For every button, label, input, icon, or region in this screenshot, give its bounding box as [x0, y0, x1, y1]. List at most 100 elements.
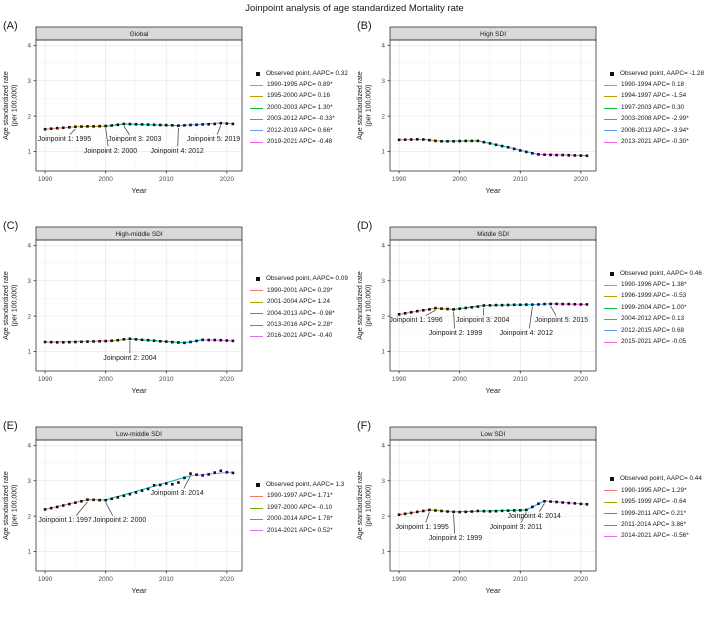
strip-title: Low-middle SDI: [116, 431, 162, 438]
strip-title: Global: [130, 31, 149, 38]
joinpoint-annotation: Joinpoint 2: 2000: [93, 517, 146, 524]
y-tick-label: 3: [27, 278, 31, 285]
y-axis-title-line2: (per 100,000): [12, 284, 19, 326]
data-point: [488, 510, 492, 513]
data-point: [573, 154, 577, 157]
data-point: [68, 340, 71, 344]
data-point: [146, 123, 150, 126]
x-axis-title: Year: [485, 186, 501, 195]
y-tick-label: 1: [381, 349, 385, 356]
legend-item-segment: 2003-2012 APC= -0.33*: [250, 115, 354, 122]
panel-middle-sdi: (D) Middle SDI 1990 2000 2010 2020 1 2 3 4 Year Ag…: [354, 219, 709, 419]
legend-item-observed: Observed point, AAPC= 1.3: [250, 481, 354, 488]
legend-item-segment: 1990-1995 APC= 1.29*: [604, 487, 709, 494]
data-point: [177, 341, 180, 344]
data-point: [428, 508, 431, 512]
legend-middle-sdi: Observed point, AAPC= 0.46 1990-1996 APC=…: [602, 219, 709, 397]
segment-line-swatch-icon: [250, 518, 263, 520]
data-point: [128, 122, 132, 126]
annotation-leader-line: [482, 307, 485, 316]
data-point: [213, 122, 217, 126]
legend-item-segment: 2004-2013 APC= -0.98*: [250, 310, 354, 317]
joinpoint-annotation: Joinpoint 3: 2011: [490, 524, 543, 531]
data-point: [61, 504, 65, 507]
data-point: [434, 139, 437, 143]
data-point: [183, 476, 186, 480]
legend-item-segment: 2013-2016 APC= 2.28*: [250, 321, 354, 328]
data-point: [561, 153, 564, 157]
data-point: [549, 302, 552, 306]
trend-segment: [525, 500, 546, 511]
data-point: [74, 340, 77, 344]
data-point: [518, 149, 522, 152]
legend-item-segment: 2000-2003 APC= 1.30*: [250, 104, 354, 111]
legend-item-segment: 2001-2004 APC= 1.24: [250, 298, 354, 305]
legend-high-sdi: Observed point, AAPC= -1.28 1990-1994 APC…: [602, 19, 709, 197]
data-point: [92, 498, 95, 502]
data-point: [512, 509, 516, 512]
chart-high-middle-sdi: High-middle SDI 1990 2000 2010 2020 1 2 3 4 Year A…: [3, 226, 243, 395]
x-tick-label: 2000: [98, 376, 113, 383]
segment-line-swatch-icon: [604, 318, 617, 320]
plot-background: [390, 40, 596, 171]
legend-item-observed: Observed point, AAPC= 0.32: [250, 70, 354, 77]
data-point: [525, 150, 528, 154]
data-point: [116, 338, 120, 342]
data-point: [49, 127, 53, 130]
data-point: [61, 341, 65, 344]
data-point: [422, 138, 425, 141]
data-point: [585, 502, 589, 506]
segment-line-swatch-icon: [250, 507, 263, 509]
data-point: [43, 340, 47, 344]
legend-segment-label: 1999-2011 APC= 0.21*: [621, 509, 687, 517]
annotation-leader-line: [520, 511, 527, 523]
legend-item-segment: 1999-2004 APC= 1.00*: [604, 304, 709, 311]
legend-segment-label: 2014-2021 APC= 0.52*: [267, 526, 333, 534]
data-point: [225, 122, 229, 125]
y-tick-label: 1: [27, 549, 31, 556]
data-point: [555, 153, 558, 157]
data-point: [440, 139, 443, 143]
data-point: [140, 338, 144, 342]
segment-line-swatch-icon: [604, 490, 617, 492]
data-point: [415, 309, 419, 313]
y-axis-title-line1: Age standardized rate: [357, 71, 364, 140]
data-point: [68, 125, 71, 129]
legend-item-segment: 2014-2021 APC= -0.56*: [604, 532, 709, 540]
legend-high-middle-sdi: Observed point, AAPC= 0.09 1990-2001 APC=…: [248, 219, 354, 397]
figure-title: Joinpoint analysis of age standardized M…: [245, 3, 464, 14]
segment-line-swatch-icon: [604, 284, 617, 286]
legend-item-segment: 2011-2014 APC= 3.86*: [604, 521, 709, 528]
data-point: [49, 340, 53, 344]
data-point: [573, 302, 577, 306]
segment-line-swatch-icon: [604, 513, 617, 515]
strip-title: Low SDI: [481, 431, 506, 438]
y-tick-label: 3: [27, 478, 31, 485]
data-point: [403, 138, 407, 141]
annotation-leader-line: [425, 512, 430, 523]
strip-title: High-middle SDI: [115, 231, 163, 238]
data-point: [452, 510, 455, 514]
data-point: [98, 124, 101, 128]
legend-segment-label: 2014-2021 APC= -0.56*: [621, 532, 689, 540]
observed-point-marker-icon: [256, 71, 260, 76]
data-point: [409, 138, 413, 141]
y-axis-title-line1: Age standardized rate: [357, 471, 364, 540]
data-point: [55, 505, 59, 509]
y-tick-label: 4: [27, 243, 31, 250]
data-point: [98, 339, 101, 343]
legend-item-segment: 1990-2001 APC= 0.29*: [250, 287, 354, 294]
data-point: [189, 472, 192, 475]
y-tick-label: 1: [27, 149, 31, 156]
data-point: [518, 508, 522, 512]
segment-line-swatch-icon: [250, 496, 263, 498]
data-point: [543, 302, 546, 306]
segment-line-swatch-icon: [250, 530, 263, 532]
data-point: [482, 509, 486, 513]
x-tick-label: 2010: [513, 176, 528, 183]
data-point: [201, 123, 204, 126]
legend-item-segment: 1990-1994 APC= 0.18: [604, 81, 709, 88]
data-point: [68, 502, 71, 506]
data-point: [500, 509, 504, 513]
data-point: [158, 483, 162, 487]
